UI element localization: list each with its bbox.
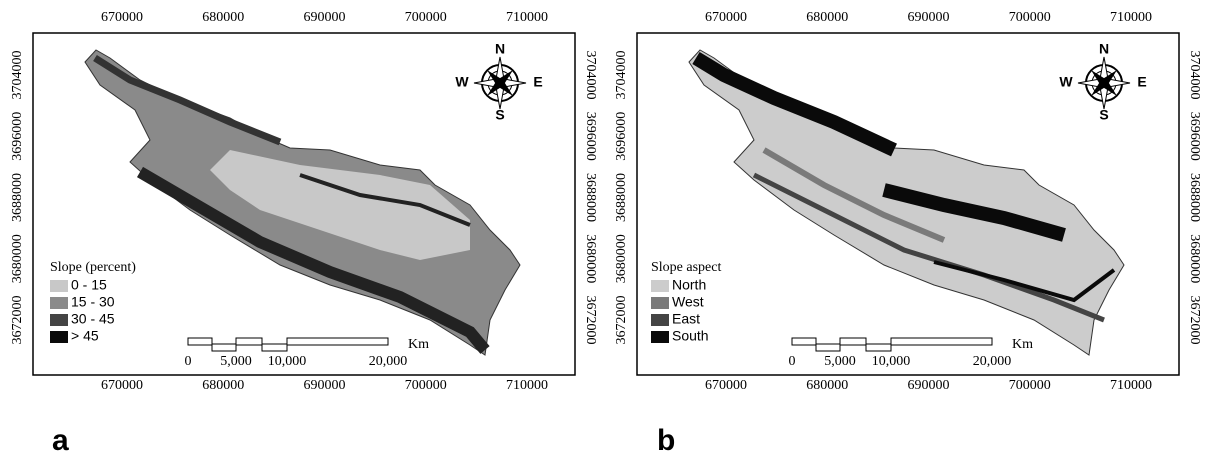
scale-unit: Km — [1012, 337, 1033, 352]
y-tick-label-right: 3688000 — [583, 173, 598, 222]
legend-label: 0 - 15 — [71, 277, 107, 293]
legend-swatch — [50, 297, 68, 309]
y-tick-label-right: 3696000 — [583, 112, 598, 161]
scale-segment — [262, 344, 287, 351]
legend-swatch — [50, 280, 68, 292]
x-tick-label-bottom: 710000 — [506, 378, 548, 393]
scale-segment — [287, 338, 388, 345]
x-tick-label-bottom: 680000 — [806, 378, 848, 393]
y-tick-label-right: 3704000 — [583, 51, 598, 100]
x-tick-label-top: 670000 — [101, 10, 143, 25]
scale-segment — [866, 344, 891, 351]
legend-swatch — [50, 314, 68, 326]
panel-label: a — [52, 424, 69, 457]
compass-label: S — [495, 107, 504, 123]
compass-label: W — [455, 74, 469, 90]
scale-label: 5,000 — [824, 354, 856, 369]
legend-title: Slope aspect — [651, 260, 721, 275]
scale-segment — [840, 338, 866, 345]
legend-title: Slope (percent) — [50, 260, 136, 275]
legend-label: East — [672, 311, 700, 327]
scale-label: 10,000 — [872, 354, 911, 369]
y-tick-label-left: 3672000 — [10, 296, 25, 345]
y-tick-label-right: 3704000 — [1187, 51, 1202, 100]
x-tick-label-top: 710000 — [1110, 10, 1152, 25]
x-tick-label-bottom: 700000 — [405, 378, 447, 393]
x-tick-label-top: 690000 — [304, 10, 346, 25]
x-tick-label-bottom: 670000 — [705, 378, 747, 393]
scale-segment — [236, 338, 262, 345]
legend-swatch — [651, 314, 669, 326]
legend-label: 15 - 30 — [71, 294, 115, 310]
x-tick-label-top: 680000 — [202, 10, 244, 25]
scale-label: 0 — [789, 354, 796, 369]
scale-label: 5,000 — [220, 354, 252, 369]
scale-label: 20,000 — [369, 354, 408, 369]
compass-label: E — [533, 74, 542, 90]
y-tick-label-left: 3696000 — [10, 112, 25, 161]
y-tick-label-left: 3704000 — [614, 51, 629, 100]
x-tick-label-top: 700000 — [1009, 10, 1051, 25]
y-tick-label-right: 3688000 — [1187, 173, 1202, 222]
y-tick-label-left: 3680000 — [614, 234, 629, 283]
legend-swatch — [651, 280, 669, 292]
legend-label: 30 - 45 — [71, 311, 115, 327]
compass-label: N — [495, 41, 505, 57]
x-tick-label-top: 690000 — [908, 10, 950, 25]
x-tick-label-bottom: 670000 — [101, 378, 143, 393]
scale-label: 10,000 — [268, 354, 307, 369]
y-tick-label-right: 3680000 — [1187, 234, 1202, 283]
legend-label: > 45 — [71, 328, 99, 344]
scale-segment — [188, 338, 212, 345]
x-tick-label-bottom: 690000 — [304, 378, 346, 393]
compass-label: S — [1099, 107, 1108, 123]
y-tick-label-right: 3672000 — [1187, 296, 1202, 345]
legend-label: North — [672, 277, 706, 293]
scale-label: 0 — [185, 354, 192, 369]
page: 670000 670000 680000 680000 690000 690000 7000… — [0, 0, 1208, 459]
y-tick-label-right: 3696000 — [1187, 112, 1202, 161]
x-tick-label-bottom: 710000 — [1110, 378, 1152, 393]
compass-label: W — [1059, 74, 1073, 90]
legend-label: South — [672, 328, 709, 344]
scale-segment — [212, 344, 236, 351]
compass-label: E — [1137, 74, 1146, 90]
scale-segment — [891, 338, 992, 345]
compass-center — [1101, 80, 1107, 86]
legend-swatch — [651, 297, 669, 309]
x-tick-label-top: 670000 — [705, 10, 747, 25]
y-tick-label-left: 3688000 — [10, 173, 25, 222]
x-tick-label-bottom: 690000 — [908, 378, 950, 393]
y-tick-label-left: 3672000 — [614, 296, 629, 345]
figure: 670000 670000 680000 680000 690000 690000 7000… — [0, 0, 1208, 459]
scale-segment — [792, 338, 816, 345]
map-panel: 670000 670000 680000 680000 690000 690000 7000… — [10, 10, 598, 457]
compass-center — [497, 80, 503, 86]
y-tick-label-right: 3680000 — [583, 234, 598, 283]
scale-unit: Km — [408, 337, 429, 352]
y-tick-label-left: 3704000 — [10, 51, 25, 100]
scale-segment — [816, 344, 840, 351]
y-tick-label-right: 3672000 — [583, 296, 598, 345]
y-tick-label-left: 3688000 — [614, 173, 629, 222]
compass-label: N — [1099, 41, 1109, 57]
y-tick-label-left: 3680000 — [10, 234, 25, 283]
map-panel: 670000 670000 680000 680000 690000 690000 7000… — [614, 10, 1202, 457]
panel-label: b — [657, 424, 675, 457]
x-tick-label-bottom: 700000 — [1009, 378, 1051, 393]
legend-swatch — [651, 331, 669, 343]
legend-swatch — [50, 331, 68, 343]
y-tick-label-left: 3696000 — [614, 112, 629, 161]
legend-label: West — [672, 294, 704, 310]
x-tick-label-top: 710000 — [506, 10, 548, 25]
scale-label: 20,000 — [973, 354, 1012, 369]
x-tick-label-top: 700000 — [405, 10, 447, 25]
x-tick-label-bottom: 680000 — [202, 378, 244, 393]
x-tick-label-top: 680000 — [806, 10, 848, 25]
